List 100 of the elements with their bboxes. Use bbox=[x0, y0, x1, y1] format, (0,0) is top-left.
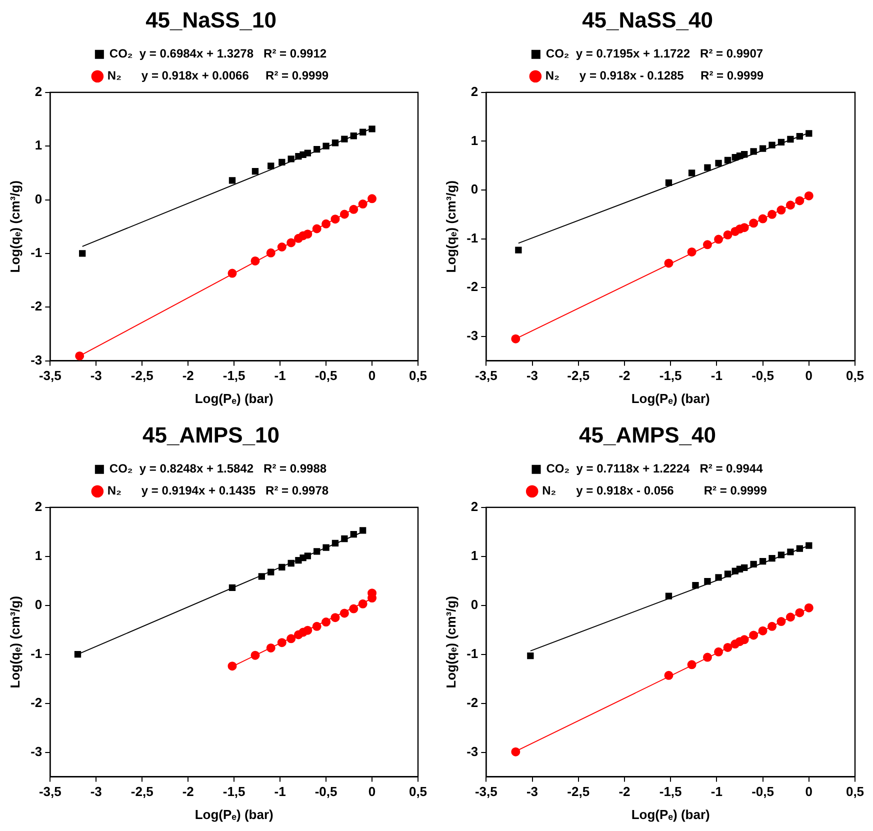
point bbox=[278, 564, 286, 570]
point bbox=[804, 603, 814, 612]
point bbox=[796, 545, 804, 552]
legend-label: N₂ y = 0.918x + 0.0066 R² = 0.9999 bbox=[107, 68, 329, 83]
point bbox=[79, 250, 86, 257]
x-tick-label: -2,5 bbox=[567, 784, 590, 800]
x-tick-label: -1 bbox=[710, 368, 722, 384]
legend-label: CO₂ y = 0.7118x + 1.2224 R² = 0.9944 bbox=[546, 462, 764, 476]
point bbox=[776, 617, 786, 626]
point bbox=[759, 145, 766, 152]
y-tick-label: -1 bbox=[466, 646, 478, 661]
legend-label: N₂ y = 0.918x - 0.1285 R² = 0.9999 bbox=[545, 68, 764, 83]
point bbox=[664, 670, 674, 680]
y-tick-label: 1 bbox=[470, 548, 478, 563]
x-tick-label: -2 bbox=[618, 368, 630, 384]
y-tick-label: -3 bbox=[30, 744, 42, 759]
point bbox=[332, 540, 339, 546]
point bbox=[266, 248, 276, 258]
point bbox=[228, 662, 237, 671]
y-tick-label: -2 bbox=[466, 694, 478, 710]
x-tick-label: -1,5 bbox=[659, 784, 682, 800]
point bbox=[768, 142, 776, 148]
x-tick-label: -3 bbox=[526, 368, 538, 384]
legend-label: N₂ y = 0.918x - 0.056 R² = 0.9999 bbox=[542, 484, 768, 498]
point bbox=[786, 612, 795, 622]
point bbox=[714, 647, 724, 656]
x-tick-label: -1,5 bbox=[222, 368, 246, 384]
point bbox=[704, 164, 711, 171]
point bbox=[340, 210, 349, 219]
x-tick-label: -0,5 bbox=[314, 368, 338, 384]
point bbox=[322, 544, 330, 551]
point bbox=[796, 132, 804, 140]
x-tick-label: 0 bbox=[805, 368, 813, 384]
point bbox=[786, 200, 795, 210]
x-tick-label: -0,5 bbox=[314, 784, 338, 800]
x-tick-label: -2 bbox=[618, 784, 630, 800]
point bbox=[286, 238, 296, 248]
point bbox=[740, 635, 749, 644]
y-tick-label: 1 bbox=[470, 132, 478, 148]
point bbox=[778, 138, 785, 146]
x-tick-label: -3,5 bbox=[38, 368, 62, 384]
point bbox=[749, 218, 758, 228]
point bbox=[715, 160, 722, 166]
point bbox=[312, 622, 322, 631]
point bbox=[515, 246, 522, 254]
x-tick-label: -0,5 bbox=[752, 368, 774, 384]
point bbox=[714, 234, 724, 244]
chart-title: 45_NaSS_10 bbox=[146, 7, 276, 32]
x-tick-label: 0 bbox=[368, 368, 376, 384]
point bbox=[350, 132, 357, 140]
point bbox=[758, 626, 768, 636]
point bbox=[330, 613, 340, 622]
y-axis-title: Log(qₑ) (cm³/g) bbox=[443, 596, 458, 688]
point bbox=[665, 592, 672, 600]
legend-label: CO₂ y = 0.6984x + 1.3278 R² = 0.9912 bbox=[109, 46, 327, 61]
point bbox=[804, 191, 814, 200]
point bbox=[741, 564, 748, 571]
y-tick-label: -2 bbox=[30, 298, 42, 314]
point bbox=[349, 204, 358, 214]
point bbox=[768, 210, 777, 219]
point bbox=[359, 527, 366, 534]
point bbox=[341, 136, 348, 142]
y-tick-label: -1 bbox=[30, 646, 42, 661]
point bbox=[330, 214, 340, 224]
x-tick-label: -2,5 bbox=[130, 368, 154, 384]
y-tick-label: -1 bbox=[466, 230, 478, 246]
y-tick-label: 1 bbox=[34, 138, 42, 153]
point bbox=[687, 247, 696, 256]
point bbox=[724, 570, 732, 578]
x-tick-label: -3 bbox=[90, 784, 102, 800]
y-tick-label: -3 bbox=[30, 352, 42, 368]
point bbox=[806, 542, 812, 549]
point bbox=[350, 531, 357, 538]
point bbox=[795, 608, 804, 618]
point bbox=[768, 622, 777, 631]
point bbox=[358, 200, 368, 209]
x-tick-label: -3 bbox=[90, 368, 102, 384]
y-axis-title: Log(qₑ) (cm³/g) bbox=[7, 596, 22, 688]
x-tick-label: 0 bbox=[368, 784, 376, 800]
point bbox=[776, 206, 786, 215]
point bbox=[723, 230, 732, 240]
x-axis-title: Log(Pₑ) (bar) bbox=[631, 806, 710, 822]
point bbox=[688, 170, 696, 176]
y-tick-label: 2 bbox=[34, 498, 42, 514]
point bbox=[665, 179, 672, 186]
x-tick-label: -3,5 bbox=[474, 784, 498, 800]
y-tick-label: 1 bbox=[34, 548, 42, 563]
x-tick-label: -3,5 bbox=[474, 368, 498, 384]
point bbox=[250, 256, 260, 266]
point bbox=[304, 552, 311, 560]
x-tick-label: -2,5 bbox=[567, 368, 590, 384]
point bbox=[303, 626, 312, 635]
y-tick-label: -3 bbox=[466, 328, 478, 343]
x-tick-label: -1 bbox=[710, 784, 722, 800]
x-tick-label: 0,5 bbox=[408, 368, 428, 384]
chart-title: 45_AMPS_10 bbox=[142, 422, 280, 448]
point bbox=[778, 552, 785, 558]
point bbox=[368, 126, 376, 132]
x-tick-label: -1 bbox=[274, 784, 286, 800]
point bbox=[359, 128, 366, 136]
